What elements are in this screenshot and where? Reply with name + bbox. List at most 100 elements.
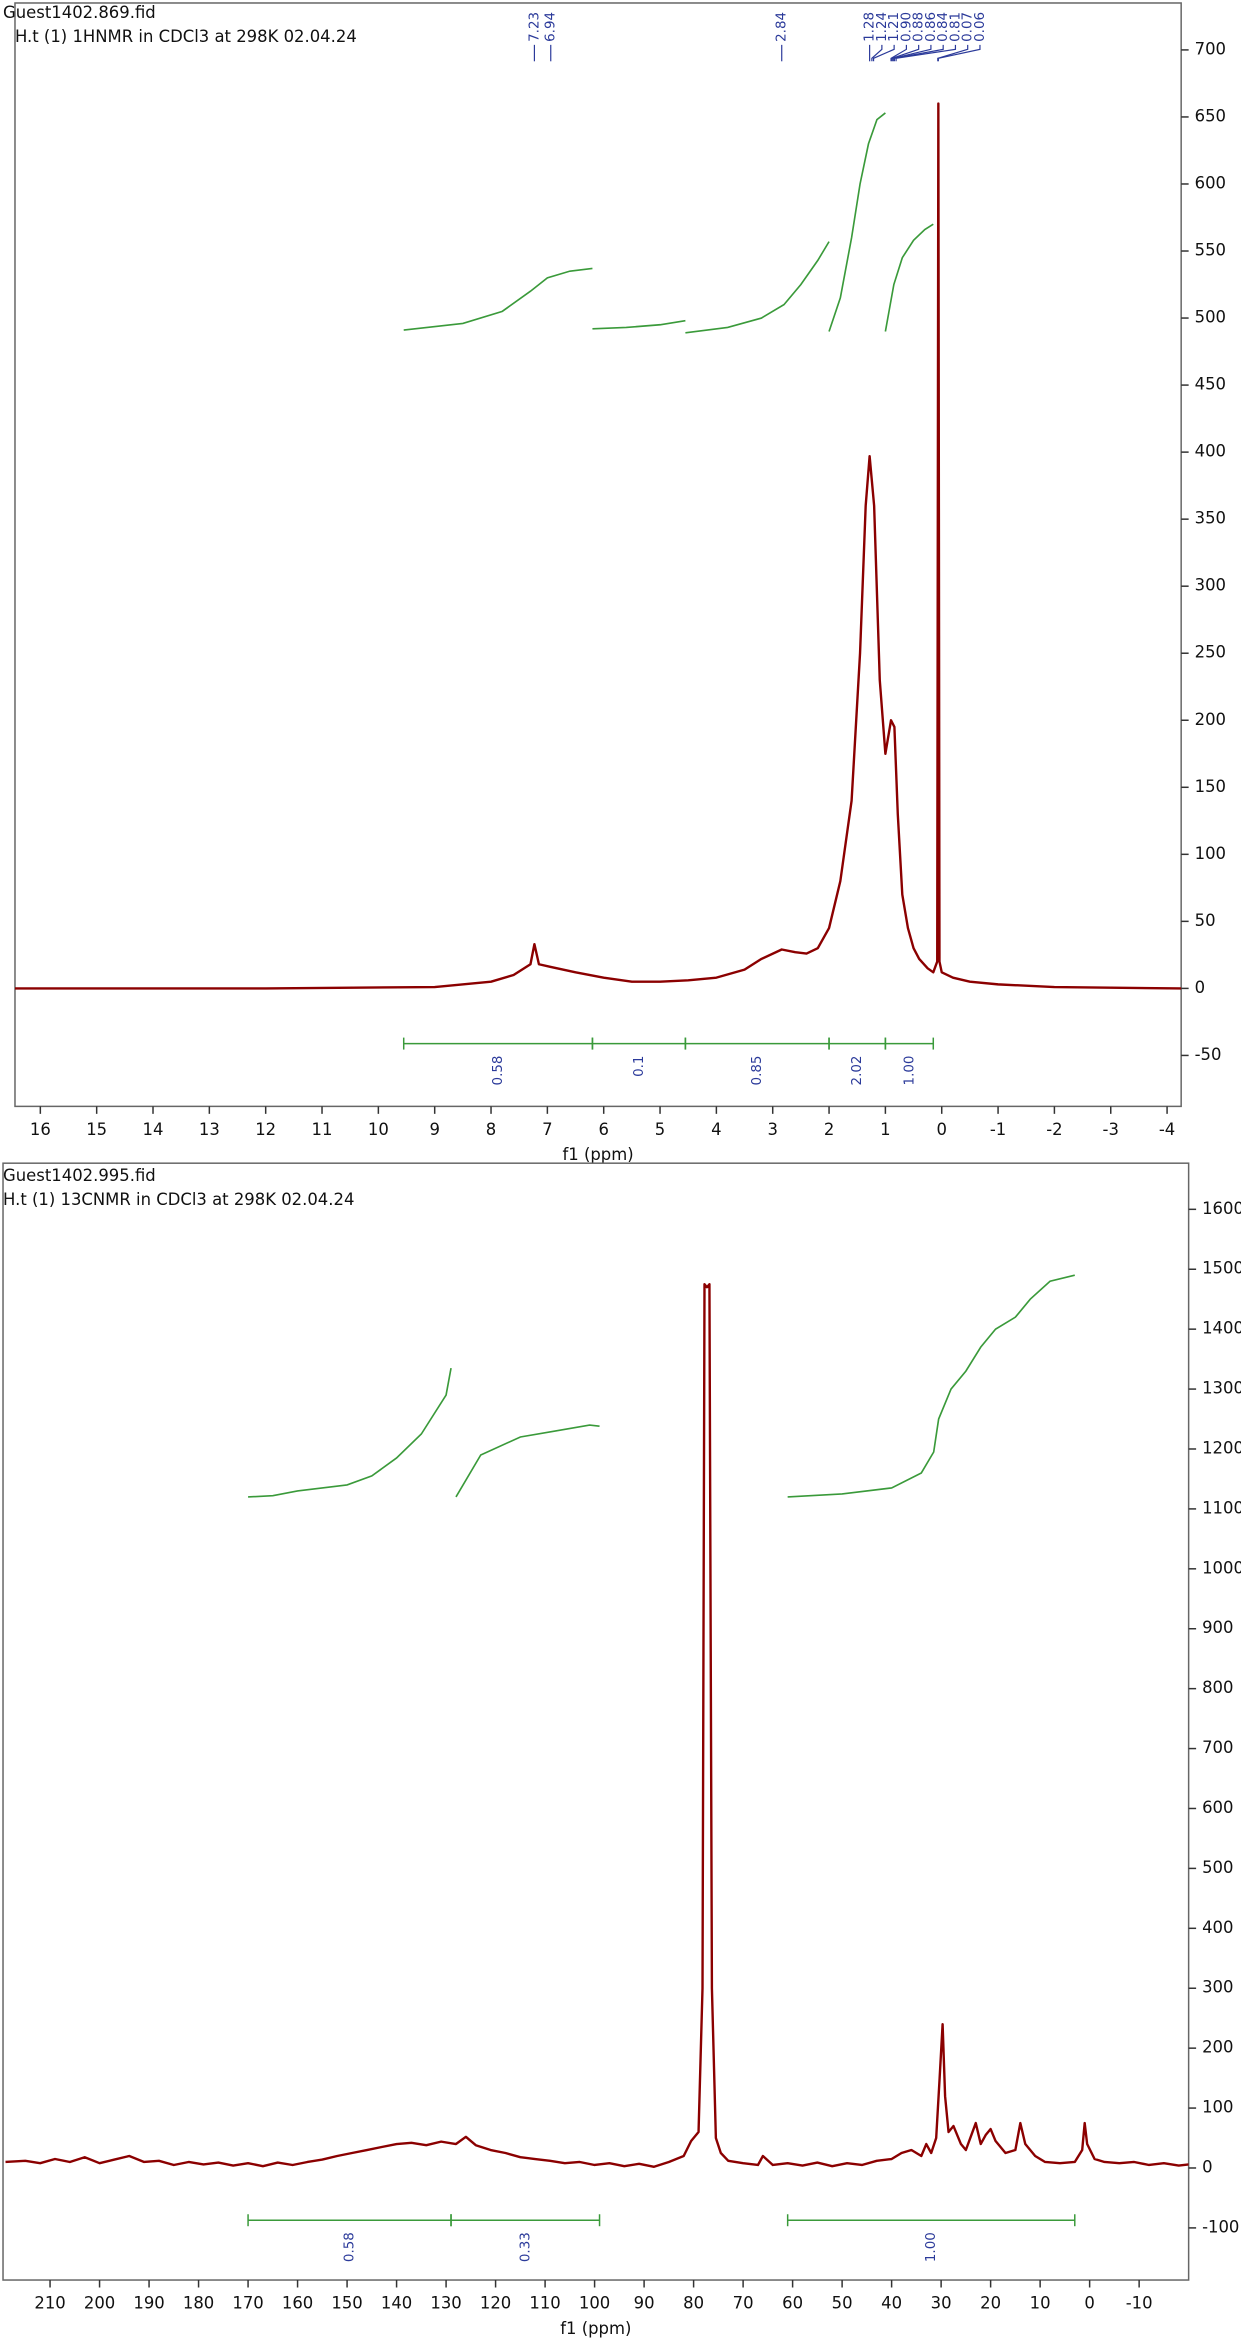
y-tick-label: 1300	[1202, 1379, 1241, 1398]
peak-label: 0.84	[936, 12, 951, 42]
x-tick-label: -2	[1046, 1120, 1062, 1139]
y-tick-label: 100	[1202, 2098, 1233, 2117]
x-tick-label: 170	[232, 2293, 263, 2312]
x-tick-label: 9	[429, 1120, 439, 1139]
x-tick-label: 11	[312, 1120, 333, 1139]
y-tick-label: 0	[1202, 2157, 1212, 2176]
integral-label: 0.58	[343, 2232, 358, 2262]
x-tick-label: 70	[733, 2293, 754, 2312]
y-tick-label: 650	[1195, 106, 1226, 125]
x-axis-label: f1 (ppm)	[560, 2319, 631, 2338]
x-tick-label: 10	[368, 1120, 389, 1139]
x-tick-label: 0	[936, 1120, 946, 1139]
integral-curve	[592, 319, 686, 330]
y-tick-label: 1600	[1202, 1199, 1241, 1218]
x-tick-label: 130	[430, 2293, 461, 2312]
peak-label: 0.86	[924, 12, 939, 42]
x-tick-label: 6	[598, 1120, 608, 1139]
x-tick-label: 90	[634, 2293, 655, 2312]
y-tick-label: -50	[1195, 1045, 1222, 1064]
x-tick-label: 2	[824, 1120, 834, 1139]
y-tick-label: 800	[1202, 1678, 1233, 1697]
y-tick-label: 1500	[1202, 1259, 1241, 1278]
peak-label: 7.23	[527, 12, 542, 42]
x-tick-label: 30	[931, 2293, 952, 2312]
integral-curve	[828, 112, 886, 332]
x-tick-label: 16	[30, 1120, 51, 1139]
spectrum-line	[14, 102, 1182, 990]
x-tick-label: -1	[990, 1120, 1006, 1139]
peak-leader	[892, 44, 932, 62]
experiment-title: H.t (1) 13CNMR in CDCl3 at 298K 02.04.24	[3, 1190, 354, 1209]
file-name: Guest1402.995.fid	[3, 1166, 156, 1185]
peak-label: 0.07	[961, 12, 976, 42]
y-tick-label: 450	[1195, 375, 1226, 394]
x-tick-label: 15	[86, 1120, 107, 1139]
x-tick-label: 210	[34, 2293, 65, 2312]
y-tick-label: 200	[1195, 710, 1226, 729]
integral-curve	[403, 267, 593, 331]
y-tick-label: 150	[1195, 777, 1226, 796]
x-tick-label: 120	[480, 2293, 511, 2312]
x-tick-label: 40	[881, 2293, 902, 2312]
integral-curve	[787, 1274, 1075, 1498]
x-tick-label: 50	[832, 2293, 853, 2312]
y-tick-label: 1000	[1202, 1558, 1241, 1577]
x-tick-label: 60	[782, 2293, 803, 2312]
x-tick-label: 200	[84, 2293, 115, 2312]
x-tick-label: 20	[980, 2293, 1001, 2312]
integral-label: 1.00	[924, 2232, 939, 2262]
y-tick-label: 900	[1202, 1618, 1233, 1637]
x-tick-label: -10	[1126, 2293, 1153, 2312]
x-tick-label: 160	[282, 2293, 313, 2312]
y-tick-label: 100	[1195, 844, 1226, 863]
integral-label: 0.58	[491, 1056, 506, 1086]
y-tick-label: 400	[1195, 442, 1226, 461]
y-tick-label: 350	[1195, 509, 1226, 528]
x-tick-label: 3	[767, 1120, 777, 1139]
plot-frame	[14, 2, 1182, 1108]
y-tick-label: 200	[1202, 2038, 1233, 2057]
x-tick-label: 80	[683, 2293, 704, 2312]
x-tick-label: 0	[1084, 2293, 1094, 2312]
x-tick-label: 5	[655, 1120, 665, 1139]
x-tick-label: 14	[143, 1120, 164, 1139]
x-tick-label: 100	[579, 2293, 610, 2312]
peak-leader	[891, 44, 920, 62]
y-tick-label: 550	[1195, 241, 1226, 260]
peak-leader	[895, 44, 957, 62]
peak-label: 6.94	[544, 12, 559, 42]
x-tick-label: 180	[183, 2293, 214, 2312]
file-name: Guest1402.869.fid	[3, 3, 156, 22]
y-tick-label: 1400	[1202, 1319, 1241, 1338]
plot-frame	[2, 1162, 1190, 2281]
x-tick-label: 7	[542, 1120, 552, 1139]
y-tick-label: 1100	[1202, 1498, 1241, 1517]
x-tick-label: 140	[381, 2293, 412, 2312]
peak-leader	[871, 44, 883, 62]
x-tick-label: 10	[1030, 2293, 1051, 2312]
y-tick-label: 0	[1195, 978, 1205, 997]
x-tick-label: 8	[486, 1120, 496, 1139]
y-tick-label: 700	[1195, 39, 1226, 58]
peak-leader	[890, 44, 907, 62]
spectrum-line	[5, 1283, 1189, 2168]
peak-label: 1.24	[875, 12, 890, 42]
peak-label: 0.90	[899, 12, 914, 42]
experiment-title: H.t (1) 1HNMR in CDCl3 at 298K 02.04.24	[15, 27, 357, 46]
y-tick-label: 500	[1202, 1858, 1233, 1877]
integral-curve	[685, 241, 830, 334]
y-tick-label: 600	[1202, 1798, 1233, 1817]
peak-leader	[872, 44, 895, 62]
integral-label: 1.00	[902, 1056, 917, 1086]
integral-curve	[455, 1424, 600, 1498]
x-axis-label: f1 (ppm)	[562, 1145, 633, 1164]
y-tick-label: -100	[1202, 2217, 1239, 2236]
peak-leader	[893, 44, 944, 62]
integral-label: 0.1	[632, 1056, 647, 1077]
y-tick-label: 500	[1195, 308, 1226, 327]
peak-label: 1.28	[863, 12, 878, 42]
x-tick-label: 13	[199, 1120, 220, 1139]
